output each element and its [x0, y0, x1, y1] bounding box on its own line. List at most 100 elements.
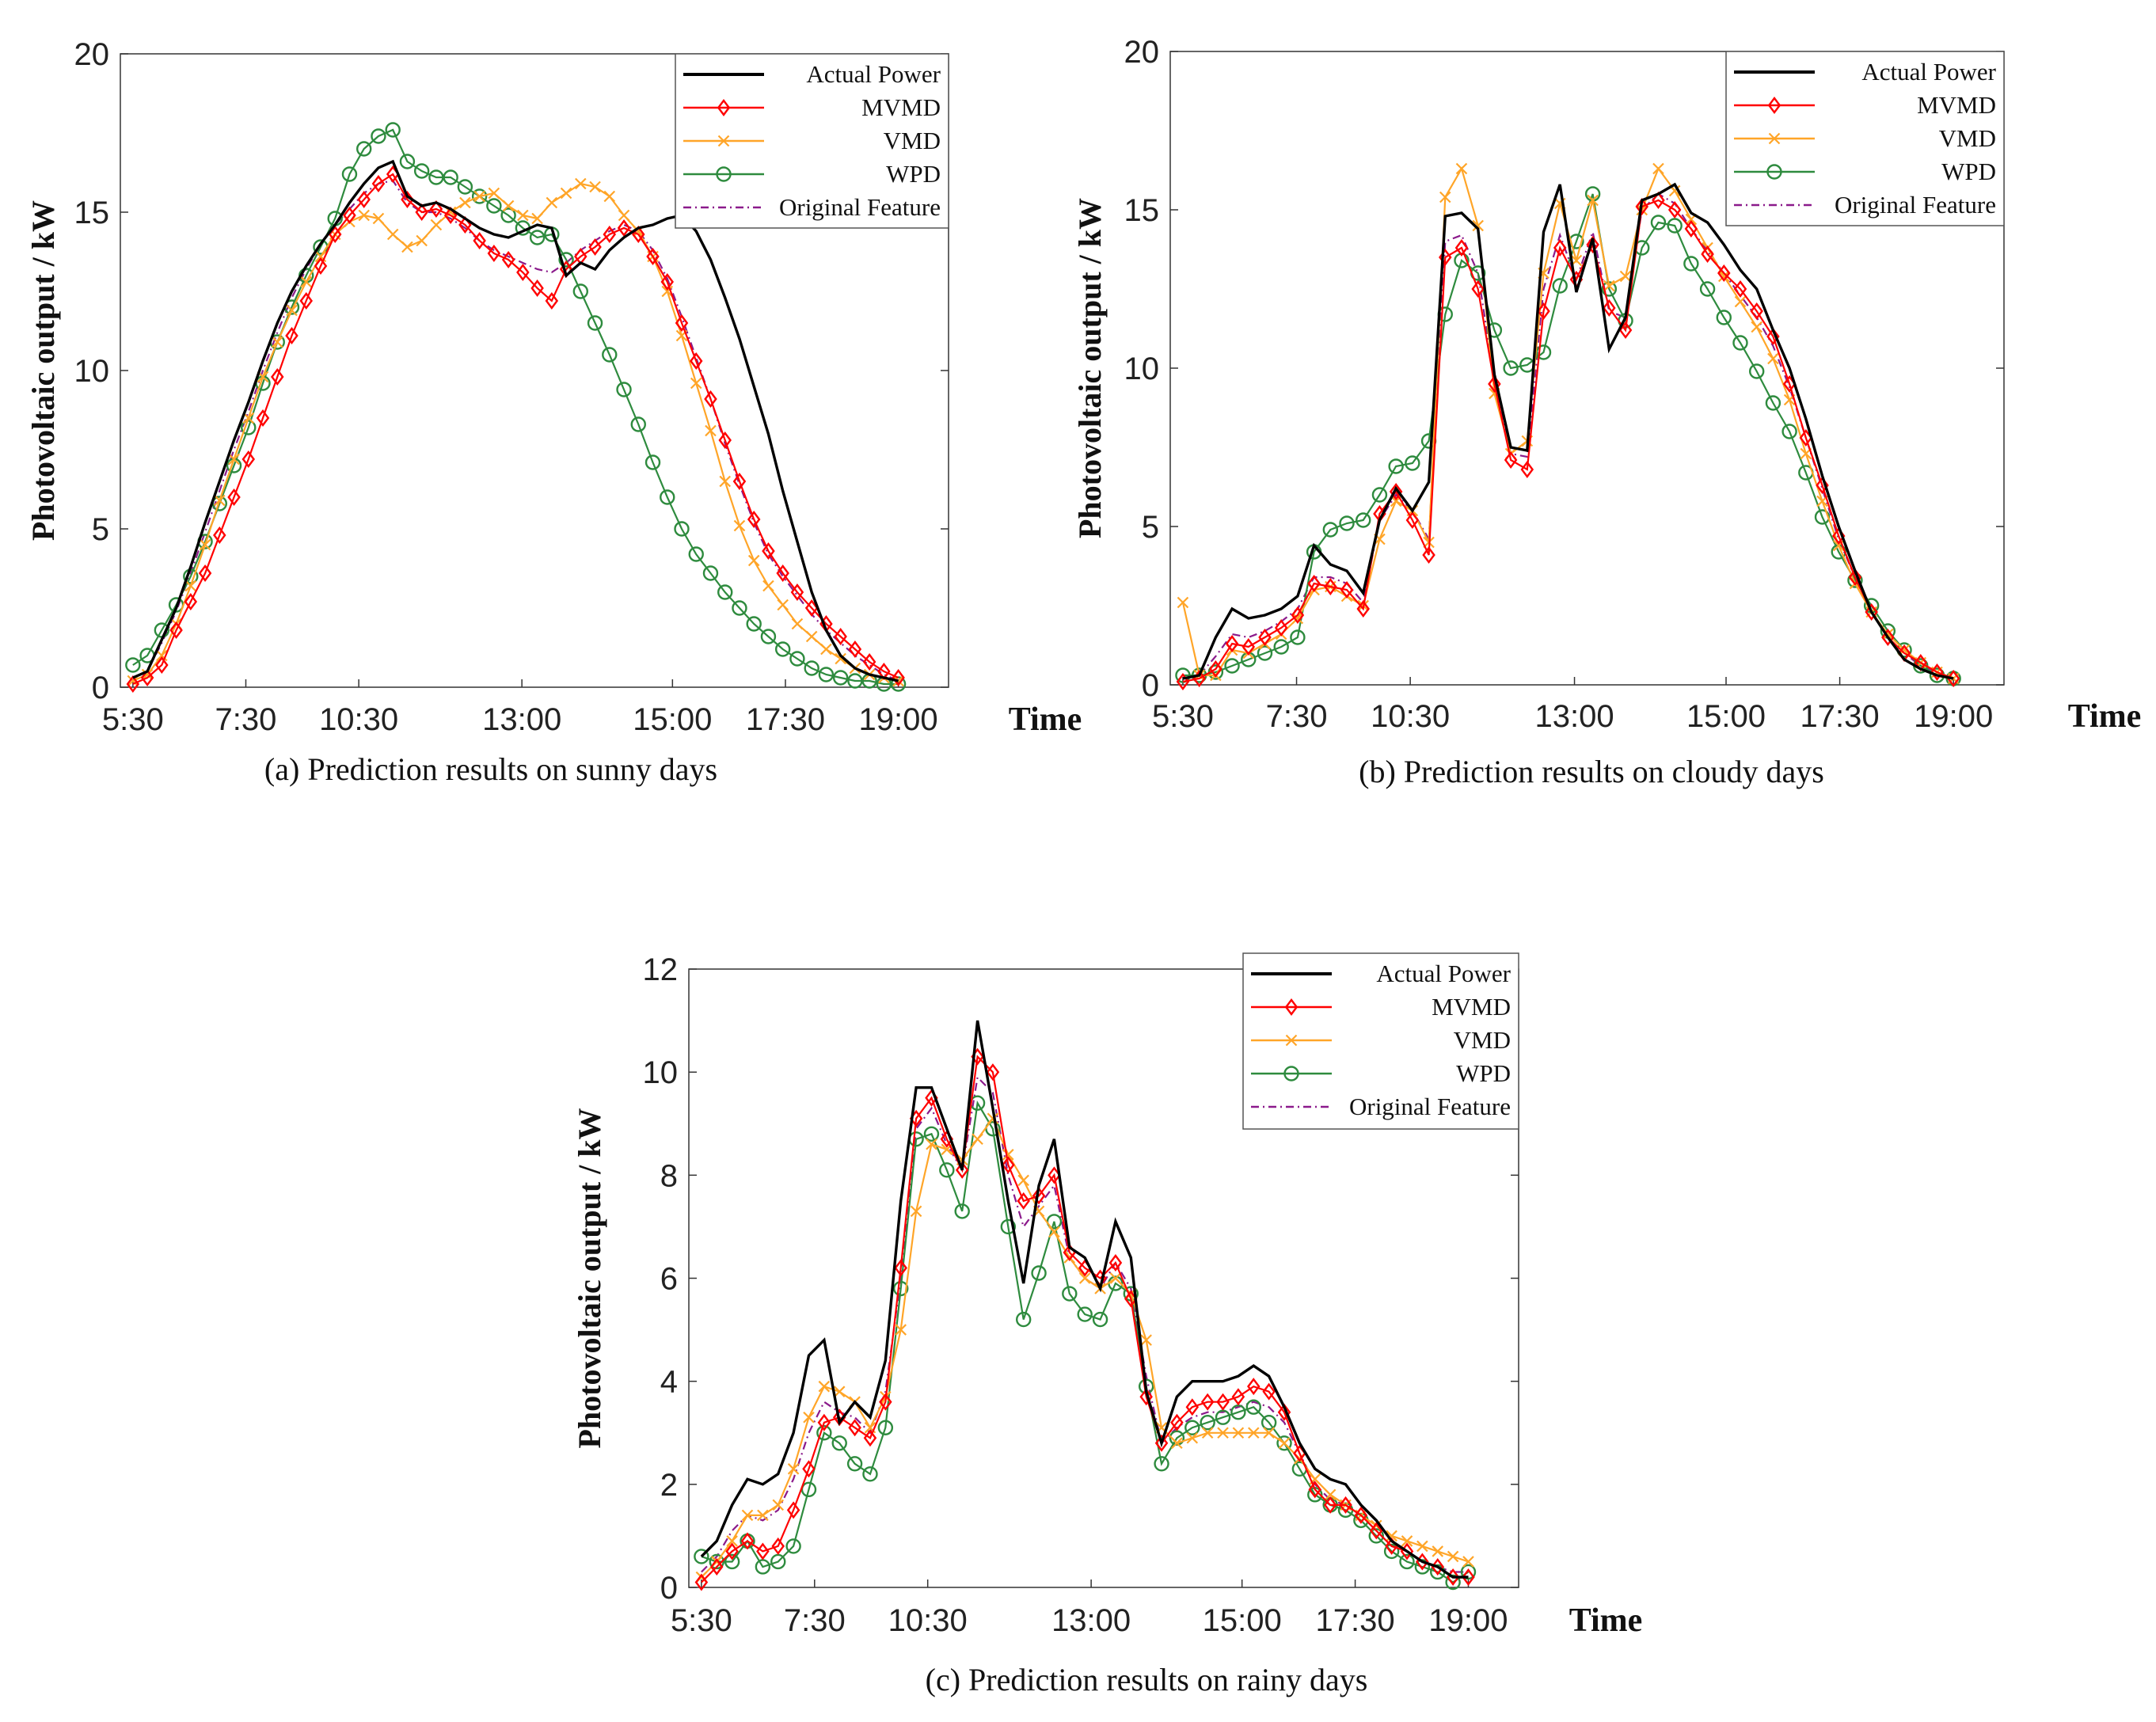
- point-mvmd: [862, 653, 876, 671]
- point-mvmd: [213, 526, 226, 544]
- point-mvmd: [1750, 302, 1763, 320]
- point-mvmd: [1154, 1434, 1169, 1452]
- point-wpd: [1273, 639, 1289, 655]
- point-vmd: [833, 1386, 846, 1397]
- point-wpd: [630, 416, 646, 432]
- point-mvmd: [545, 292, 559, 310]
- point-mvmd: [155, 656, 169, 674]
- x-tick-label: 15:00: [1686, 699, 1766, 734]
- point-wpd: [1667, 218, 1683, 234]
- point-vmd: [430, 219, 443, 231]
- point-wpd: [471, 188, 488, 204]
- point-vmd: [726, 1535, 738, 1547]
- y-tick-label: 0: [92, 671, 109, 705]
- point-wpd: [1356, 512, 1371, 528]
- y-tick-label: 8: [660, 1158, 678, 1193]
- point-wpd: [818, 667, 835, 682]
- point-vmd: [546, 196, 558, 209]
- point-mvmd: [256, 409, 270, 427]
- point-mvmd: [740, 1532, 755, 1550]
- point-vmd: [1217, 1427, 1229, 1439]
- x-tick-label: 17:30: [746, 702, 825, 737]
- series-mvmd: [1176, 192, 1960, 690]
- point-mvmd: [241, 450, 256, 468]
- point-wpd: [800, 1481, 817, 1498]
- x-tick-label: 19:00: [1914, 699, 1993, 734]
- point-wpd: [1215, 1409, 1231, 1425]
- point-wpd: [816, 1425, 832, 1441]
- point-wpd: [587, 315, 603, 331]
- point-vmd: [560, 187, 572, 200]
- point-mvmd: [704, 390, 717, 408]
- point-mvmd: [762, 542, 775, 560]
- point-wpd: [371, 128, 386, 144]
- point-vmd: [1263, 1427, 1275, 1439]
- legend-label-mvmd: MVMD: [861, 93, 941, 121]
- point-wpd: [1276, 1435, 1292, 1451]
- point-mvmd: [126, 675, 140, 693]
- point-vmd: [1109, 1272, 1122, 1284]
- point-wpd: [443, 169, 458, 185]
- point-vmd: [1078, 1272, 1091, 1284]
- y-tick-label: 5: [1142, 510, 1159, 545]
- point-mvmd: [879, 1393, 892, 1411]
- y-axis-label: Photovoltaic output / kW: [572, 1108, 607, 1448]
- point-vmd: [1734, 295, 1747, 308]
- point-wpd: [1699, 281, 1716, 297]
- point-vmd: [1619, 270, 1632, 283]
- point-mvmd: [1274, 619, 1288, 637]
- legend-label-orig: Original Feature: [779, 193, 941, 221]
- point-mvmd: [1216, 1393, 1230, 1411]
- point-mvmd: [790, 584, 804, 601]
- point-vmd: [1048, 1226, 1060, 1238]
- point-wpd: [1535, 344, 1552, 360]
- point-mvmd: [1520, 461, 1534, 478]
- point-mvmd: [1422, 546, 1435, 564]
- point-wpd: [399, 154, 416, 169]
- point-vmd: [757, 1509, 769, 1522]
- point-wpd: [1388, 458, 1404, 474]
- series-line-actual: [132, 159, 899, 682]
- point-mvmd: [1185, 1398, 1200, 1416]
- point-mvmd: [1324, 578, 1337, 595]
- point-vmd: [1432, 1545, 1444, 1557]
- point-wpd: [1765, 395, 1781, 411]
- point-mvmd: [429, 200, 443, 218]
- point-wpd: [660, 489, 675, 505]
- point-mvmd: [1170, 1413, 1184, 1431]
- y-tick-label: 10: [643, 1055, 679, 1090]
- point-mvmd: [1586, 236, 1599, 253]
- y-tick-label: 20: [1124, 35, 1160, 70]
- y-tick-label: 2: [660, 1468, 678, 1503]
- point-mvmd: [1652, 192, 1665, 209]
- point-mvmd: [1930, 663, 1944, 681]
- point-wpd: [1200, 1415, 1215, 1431]
- point-mvmd: [834, 628, 847, 645]
- point-mvmd: [1370, 1522, 1383, 1540]
- point-wpd: [1184, 1420, 1200, 1435]
- series-actual: [700, 1020, 1469, 1579]
- point-vmd: [820, 643, 832, 656]
- point-wpd: [1169, 1430, 1185, 1446]
- point-wpd: [785, 1538, 801, 1554]
- point-mvmd: [343, 207, 356, 224]
- point-wpd: [1683, 256, 1699, 272]
- legend-label-actual: Actual Power: [806, 60, 941, 88]
- point-mvmd: [1488, 375, 1501, 393]
- point-wpd: [1261, 1415, 1277, 1431]
- point-vmd: [358, 209, 370, 222]
- point-mvmd: [732, 473, 747, 490]
- x-tick-label: 10:30: [319, 702, 398, 737]
- legend-marker-mvmd: [1767, 97, 1781, 114]
- point-mvmd: [725, 1542, 739, 1560]
- point-mvmd: [198, 564, 212, 582]
- point-mvmd: [1242, 638, 1256, 656]
- x-tick-label: 5:30: [1152, 699, 1214, 734]
- point-mvmd: [660, 273, 675, 291]
- series-vmd: [127, 177, 904, 687]
- point-wpd: [760, 629, 777, 644]
- series-line-wpd: [132, 128, 899, 686]
- point-vmd: [772, 1499, 785, 1511]
- point-mvmd: [1017, 1192, 1030, 1210]
- point-mvmd: [1308, 1481, 1322, 1499]
